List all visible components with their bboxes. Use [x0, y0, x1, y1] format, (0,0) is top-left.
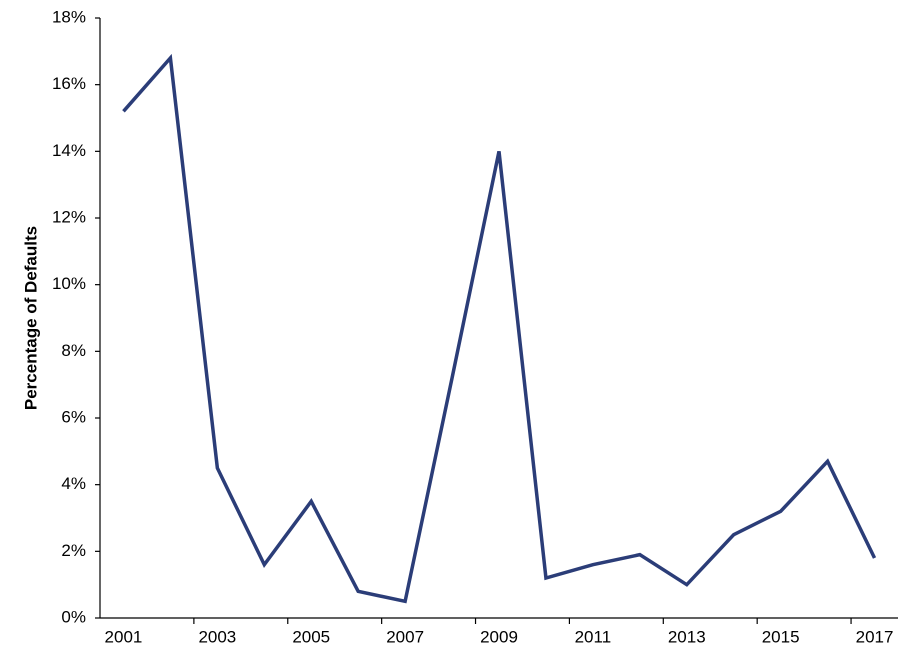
- y-tick-label: 14%: [52, 141, 86, 160]
- x-tick-label: 2003: [198, 627, 236, 646]
- y-tick-label: 2%: [61, 541, 86, 560]
- x-tick-label: 2005: [292, 627, 330, 646]
- y-tick-label: 18%: [52, 7, 86, 26]
- x-tick-label: 2001: [105, 627, 143, 646]
- data-line: [122, 53, 877, 604]
- y-tick-label: 0%: [61, 607, 86, 626]
- y-tick-label: 6%: [61, 407, 86, 426]
- y-tick-label: 16%: [52, 74, 86, 93]
- y-tick-label: 4%: [61, 474, 86, 493]
- x-tick-label: 2009: [480, 627, 518, 646]
- y-tick-label: 12%: [52, 207, 86, 226]
- x-tick-label: 2011: [575, 627, 612, 646]
- x-tick-label: 2013: [668, 627, 706, 646]
- y-axis-title: Percentage of Defaults: [21, 226, 40, 410]
- x-tick-label: 2015: [762, 627, 800, 646]
- y-tick-label: 8%: [61, 341, 86, 360]
- y-tick-label: 10%: [52, 274, 86, 293]
- x-tick-label: 2017: [856, 627, 894, 646]
- x-tick-label: 2007: [386, 627, 424, 646]
